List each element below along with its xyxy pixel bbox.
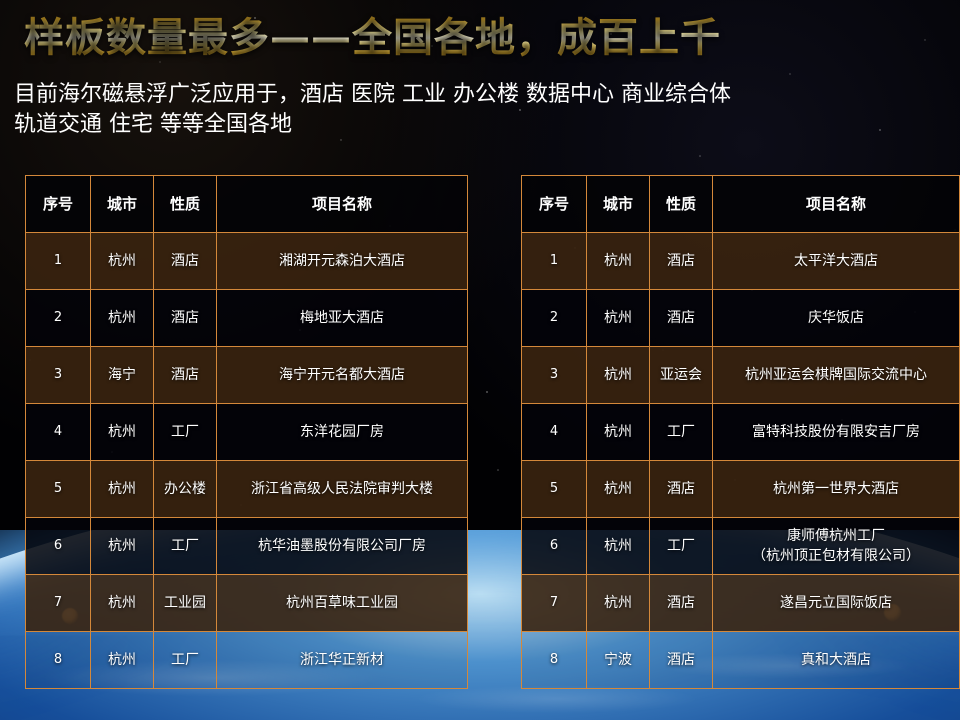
cell-type: 酒店 [649,631,713,689]
cell-project: 杭州百草味工业园 [216,574,468,632]
cell-index: 8 [521,631,587,689]
cell-project: 庆华饭店 [712,289,960,347]
cell-project: 康师傅杭州工厂 （杭州顶正包材有限公司） [712,517,960,575]
subtitle-text: 目前海尔磁悬浮广泛应用于，酒店 医院 工业 办公楼 数据中心 商业综合体 轨道交… [14,82,731,137]
table-row: 8 杭州 工厂 浙江华正新材 [25,631,468,689]
cell-type: 工厂 [153,517,217,575]
cell-type: 办公楼 [153,460,217,518]
cell-index: 5 [25,460,91,518]
cell-city: 杭州 [586,346,650,404]
table-row: 2 杭州 酒店 梅地亚大酒店 [25,289,468,347]
table-row: 3 杭州 亚运会 杭州亚运会棋牌国际交流中心 [521,346,960,404]
cell-type: 酒店 [649,232,713,290]
table-row: 6 杭州 工厂 杭华油墨股份有限公司厂房 [25,517,468,575]
cell-index: 3 [25,346,91,404]
table-row: 7 杭州 工业园 杭州百草味工业园 [25,574,468,632]
cell-type: 工业园 [153,574,217,632]
cell-city: 杭州 [586,403,650,461]
cell-project: 富特科技股份有限安吉厂房 [712,403,960,461]
cell-index: 2 [25,289,91,347]
table-header-row: 序号 城市 性质 项目名称 [521,175,960,233]
cell-type: 工厂 [649,403,713,461]
cell-type: 酒店 [153,346,217,404]
cell-type: 酒店 [649,574,713,632]
cell-type: 工厂 [153,631,217,689]
cell-city: 杭州 [586,289,650,347]
table-row: 3 海宁 酒店 海宁开元名都大酒店 [25,346,468,404]
table-header-row: 序号 城市 性质 项目名称 [25,175,468,233]
cell-city: 杭州 [90,631,154,689]
column-header-city: 城市 [90,175,154,233]
cell-type: 酒店 [153,232,217,290]
cell-index: 4 [521,403,587,461]
cell-index: 1 [521,232,587,290]
cell-index: 5 [521,460,587,518]
cell-city: 杭州 [90,232,154,290]
cell-type: 工厂 [649,517,713,575]
table-row: 6 杭州 工厂 康师傅杭州工厂 （杭州顶正包材有限公司） [521,517,960,575]
cell-index: 2 [521,289,587,347]
cell-type: 酒店 [153,289,217,347]
table-row: 4 杭州 工厂 富特科技股份有限安吉厂房 [521,403,960,461]
cell-index: 8 [25,631,91,689]
cell-city: 杭州 [90,460,154,518]
cell-project: 湘湖开元森泊大酒店 [216,232,468,290]
table-row: 5 杭州 办公楼 浙江省高级人民法院审判大楼 [25,460,468,518]
cell-city: 杭州 [586,574,650,632]
cell-project: 太平洋大酒店 [712,232,960,290]
page-title: 样板数量最多——全国各地，成百上千 [24,12,721,64]
cell-city: 杭州 [90,403,154,461]
column-header-type: 性质 [649,175,713,233]
cell-city: 杭州 [586,460,650,518]
table-row: 1 杭州 酒店 湘湖开元森泊大酒店 [25,232,468,290]
table-row: 4 杭州 工厂 东洋花园厂房 [25,403,468,461]
column-header-index: 序号 [25,175,91,233]
column-header-city: 城市 [586,175,650,233]
cell-type: 酒店 [649,460,713,518]
cell-city: 宁波 [586,631,650,689]
cell-project: 杭州第一世界大酒店 [712,460,960,518]
cell-index: 6 [521,517,587,575]
table-row: 8 宁波 酒店 真和大酒店 [521,631,960,689]
cell-project: 真和大酒店 [712,631,960,689]
cell-city: 海宁 [90,346,154,404]
cell-index: 7 [521,574,587,632]
cell-index: 6 [25,517,91,575]
cell-index: 3 [521,346,587,404]
cell-type: 酒店 [649,289,713,347]
cell-project: 东洋花园厂房 [216,403,468,461]
cell-city: 杭州 [90,289,154,347]
cell-project: 杭华油墨股份有限公司厂房 [216,517,468,575]
table-row: 5 杭州 酒店 杭州第一世界大酒店 [521,460,960,518]
cell-project: 浙江省高级人民法院审判大楼 [216,460,468,518]
cell-type: 亚运会 [649,346,713,404]
cell-city: 杭州 [586,517,650,575]
table-row: 7 杭州 酒店 遂昌元立国际饭店 [521,574,960,632]
cell-project: 梅地亚大酒店 [216,289,468,347]
table-row: 1 杭州 酒店 太平洋大酒店 [521,232,960,290]
projects-table-left: 序号 城市 性质 项目名称 1 杭州 酒店 湘湖开元森泊大酒店 2 杭州 酒店 … [25,175,468,689]
cell-index: 4 [25,403,91,461]
column-header-project: 项目名称 [216,175,468,233]
cell-index: 1 [25,232,91,290]
column-header-type: 性质 [153,175,217,233]
cell-city: 杭州 [90,517,154,575]
cell-index: 7 [25,574,91,632]
cell-project: 杭州亚运会棋牌国际交流中心 [712,346,960,404]
table-row: 2 杭州 酒店 庆华饭店 [521,289,960,347]
cell-project: 遂昌元立国际饭店 [712,574,960,632]
cell-city: 杭州 [586,232,650,290]
column-header-index: 序号 [521,175,587,233]
column-header-project: 项目名称 [712,175,960,233]
cell-type: 工厂 [153,403,217,461]
cell-project: 浙江华正新材 [216,631,468,689]
cell-city: 杭州 [90,574,154,632]
cell-project: 海宁开元名都大酒店 [216,346,468,404]
projects-table-right: 序号 城市 性质 项目名称 1 杭州 酒店 太平洋大酒店 2 杭州 酒店 庆华饭… [521,175,960,689]
